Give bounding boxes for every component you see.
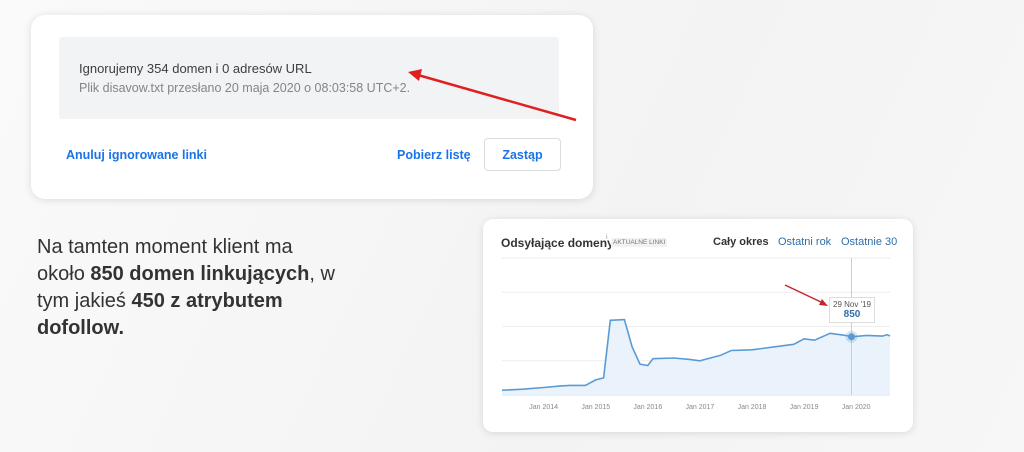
x-tick-label: Jan 2019 bbox=[790, 404, 819, 411]
info-icon[interactable]: i bbox=[606, 234, 608, 241]
download-list-link[interactable]: Pobierz listę bbox=[397, 148, 471, 162]
chart-tooltip: 29 Nov '19 850 bbox=[829, 297, 875, 323]
tab-last-year[interactable]: Ostatni rok bbox=[778, 236, 832, 248]
arrow-head bbox=[819, 299, 828, 306]
hover-point bbox=[847, 333, 855, 341]
bold-text: 850 domen linkujących bbox=[90, 263, 310, 285]
x-tick-label: Jan 2017 bbox=[685, 404, 714, 411]
cancel-disavow-link[interactable]: Anuluj ignorowane linki bbox=[66, 148, 207, 162]
referring-domains-card: Odsyłające domeny i AKTUALNE LINKI Cały … bbox=[483, 219, 913, 432]
tab-last-30[interactable]: Ostatnie 30 bbox=[841, 236, 898, 248]
current-links-badge: AKTUALNE LINKI bbox=[611, 238, 668, 247]
disavow-subtitle: Plik disavow.txt przesłano 20 maja 2020 … bbox=[79, 81, 411, 95]
description-paragraph: Na tamten moment klient ma około 850 dom… bbox=[37, 234, 337, 342]
chart: Jan 2014 Jan 2015 Jan 2016 Jan 2017 Jan 2018… bbox=[501, 257, 891, 411]
series-area bbox=[502, 319, 890, 395]
x-tick-label: Jan 2016 bbox=[633, 404, 662, 411]
series-line bbox=[501, 318, 891, 391]
x-tick-label: Jan 2015 bbox=[581, 404, 610, 411]
tooltip-value: 850 bbox=[843, 309, 861, 320]
replace-button[interactable]: Zastąp bbox=[484, 138, 561, 171]
tooltip-date: 29 Nov '19 bbox=[833, 300, 871, 309]
bold-text: 450 z atrybutem dofollow. bbox=[37, 290, 283, 339]
annotation-arrow-2 bbox=[784, 284, 824, 304]
disavow-title: Ignorujemy 354 domen i 0 adresów URL bbox=[79, 61, 312, 76]
tab-all-time[interactable]: Cały okres bbox=[713, 236, 769, 248]
text: Na tamten moment klient ma około bbox=[37, 236, 293, 285]
x-tick-label: Jan 2014 bbox=[529, 404, 558, 411]
disavow-card: Ignorujemy 354 domen i 0 adresów URL Pli… bbox=[31, 15, 593, 199]
text: , w tym jakieś bbox=[37, 263, 335, 312]
x-tick-label: Jan 2020 bbox=[842, 404, 871, 411]
disavow-info-box: Ignorujemy 354 domen i 0 adresów URL Pli… bbox=[59, 37, 559, 119]
chart-title: Odsyłające domeny bbox=[501, 236, 614, 250]
x-tick-label: Jan 2018 bbox=[738, 404, 767, 411]
